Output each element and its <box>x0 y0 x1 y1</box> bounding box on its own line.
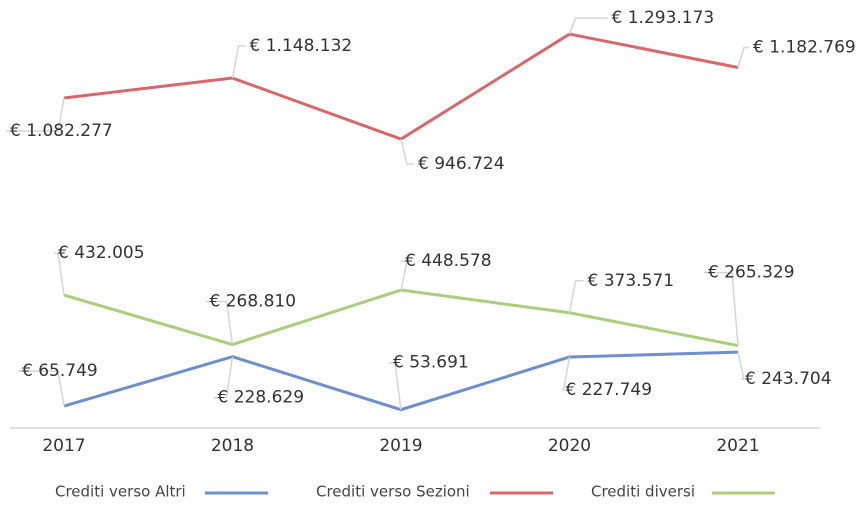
legend-label: Crediti verso Altri <box>55 483 186 501</box>
leader-line <box>6 97 65 132</box>
data-label: € 1.082.277 <box>10 121 113 141</box>
leader-line <box>737 351 745 380</box>
data-label: € 53.691 <box>393 353 469 373</box>
legend-label: Crediti diversi <box>591 483 695 501</box>
leader-line <box>400 138 414 165</box>
x-tick-label: 2018 <box>211 436 254 456</box>
leader-line <box>561 356 571 391</box>
leader-line <box>213 356 234 399</box>
series-line <box>63 288 739 348</box>
series-line <box>63 32 739 141</box>
data-label: € 65.749 <box>22 361 98 381</box>
x-tick-label: 2020 <box>548 436 591 456</box>
data-label: € 373.571 <box>588 271 675 291</box>
legend-label: Crediti verso Sezioni <box>316 483 470 501</box>
leader-line <box>568 17 608 35</box>
leader-line <box>231 45 246 79</box>
x-tick-label: 2019 <box>379 436 422 456</box>
data-label: € 946.724 <box>418 154 505 174</box>
data-label: € 268.810 <box>210 292 297 312</box>
data-label: € 448.578 <box>405 251 492 271</box>
data-label: € 243.704 <box>745 369 832 389</box>
x-tick-label: 2017 <box>42 436 85 456</box>
x-tick-label: 2021 <box>716 436 759 456</box>
leader-line <box>568 280 584 313</box>
data-label: € 265.329 <box>708 263 795 283</box>
data-label: € 1.182.769 <box>753 38 856 58</box>
leader-line <box>389 361 402 410</box>
data-label: € 432.005 <box>58 243 145 263</box>
leader-line <box>54 252 65 296</box>
leader-line <box>400 260 408 291</box>
leader-line <box>18 370 65 407</box>
leader-line <box>205 300 234 345</box>
data-label: € 1.293.173 <box>612 8 715 28</box>
data-label: € 1.148.132 <box>250 36 353 56</box>
leader-line <box>737 46 749 68</box>
leader-line <box>704 271 739 346</box>
data-label: € 227.749 <box>566 380 653 400</box>
data-label: € 228.629 <box>218 388 305 408</box>
